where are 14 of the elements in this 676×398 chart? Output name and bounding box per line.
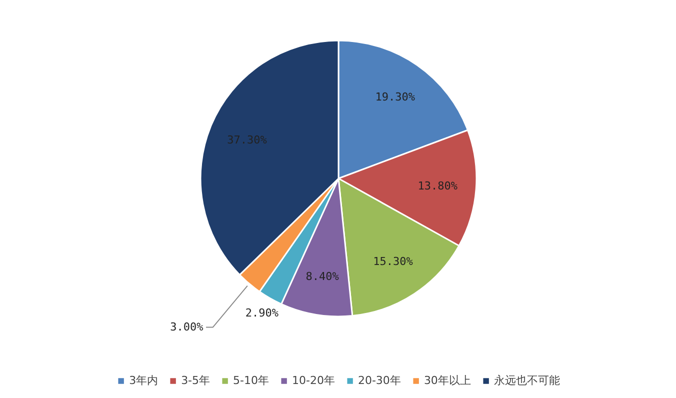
data-label: 3.00% <box>170 320 204 334</box>
legend-label: 5-10年 <box>233 373 269 388</box>
data-label: 37.30% <box>227 133 268 146</box>
data-label: 15.30% <box>373 255 414 268</box>
legend-label: 20-30年 <box>358 373 401 388</box>
data-label: 13.80% <box>418 179 458 192</box>
data-label: 19.30% <box>375 90 416 104</box>
data-label: 2.90% <box>245 306 279 320</box>
legend-label: 3年内 <box>129 373 158 388</box>
data-label: 8.40% <box>306 270 340 284</box>
legend-label: 10-20年 <box>292 373 335 388</box>
legend-label: 30年以上 <box>424 373 471 388</box>
legend-label: 3-5年 <box>181 373 210 388</box>
legend-label: 永远也不可能 <box>494 373 560 388</box>
